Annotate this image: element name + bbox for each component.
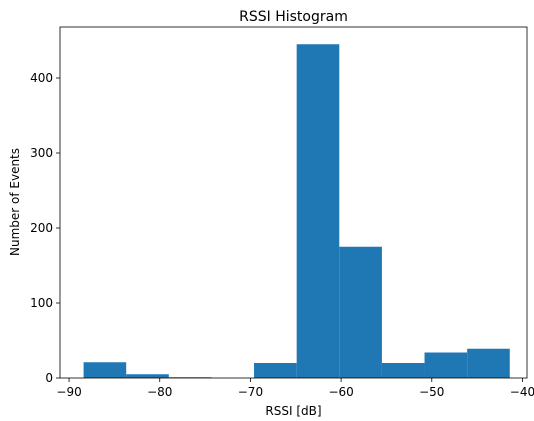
histogram-bar bbox=[424, 352, 468, 378]
histogram-bar bbox=[254, 363, 297, 378]
histogram-bar bbox=[296, 44, 340, 378]
plot-frame bbox=[59, 26, 528, 379]
y-axis-label: Number of Events bbox=[8, 148, 22, 256]
y-tick-label: 200 bbox=[30, 221, 53, 235]
x-tick-label: −70 bbox=[238, 385, 263, 399]
x-axis-label: RSSI [dB] bbox=[265, 404, 321, 418]
histogram-bars bbox=[83, 44, 510, 378]
histogram-bar bbox=[339, 246, 382, 378]
x-axis-ticks: −90 −80 −70 −60 −50 −40 bbox=[56, 378, 534, 399]
x-tick-label: −80 bbox=[147, 385, 172, 399]
histogram-bar bbox=[83, 362, 127, 378]
y-tick-label: 0 bbox=[45, 371, 53, 385]
histogram-bar bbox=[126, 374, 169, 378]
histogram-bar bbox=[467, 348, 510, 378]
x-tick-label: −40 bbox=[510, 385, 534, 399]
y-tick-label: 400 bbox=[30, 71, 53, 85]
y-tick-label: 300 bbox=[30, 146, 53, 160]
x-tick-label: −60 bbox=[328, 385, 353, 399]
y-tick-label: 100 bbox=[30, 296, 53, 310]
y-axis-ticks: 0 100 200 300 400 bbox=[30, 71, 60, 385]
x-tick-label: −50 bbox=[419, 385, 444, 399]
histogram-bar bbox=[381, 363, 425, 378]
x-tick-label: −90 bbox=[56, 385, 81, 399]
chart-title: RSSI Histogram bbox=[239, 9, 348, 25]
